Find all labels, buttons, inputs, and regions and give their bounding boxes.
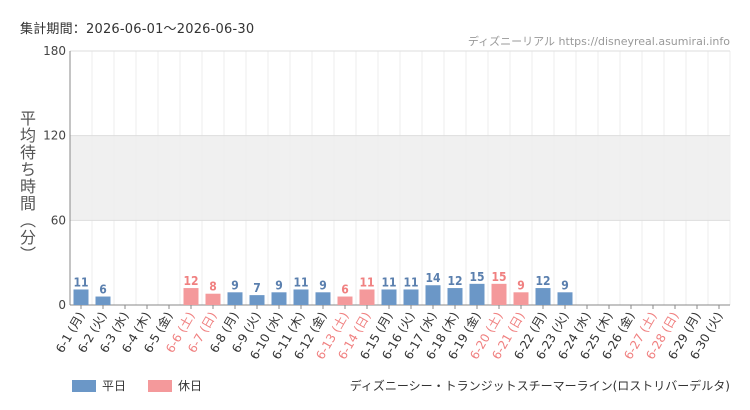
legend-swatch-weekday xyxy=(72,379,96,392)
bar-weekday xyxy=(271,292,287,305)
y-tick-label: 0 xyxy=(58,298,66,312)
bar-weekday xyxy=(315,292,331,305)
bar-weekday xyxy=(535,288,551,305)
legend-label-weekday: 平日 xyxy=(102,379,127,393)
bar-value-label: 7 xyxy=(253,281,261,295)
bar-weekday xyxy=(469,283,485,305)
bar-weekday xyxy=(249,295,265,305)
bar-weekday xyxy=(557,292,573,305)
source-credit[interactable]: ディズニーリアル https://disneyreal.asumirai.inf… xyxy=(468,33,730,49)
bar-value-label: 11 xyxy=(381,275,396,289)
y-tick-label: 60 xyxy=(51,213,66,227)
legend-label-holiday: 休日 xyxy=(178,379,203,393)
bar-holiday xyxy=(491,283,507,305)
bar-value-label: 11 xyxy=(359,275,374,289)
bar-value-label: 12 xyxy=(447,274,462,288)
bar-value-label: 12 xyxy=(183,274,198,288)
legend-swatch-holiday xyxy=(148,379,173,392)
period-label: 集計期間：2026-06-01〜2026-06-30 xyxy=(20,22,255,37)
legend: 平日 休日 xyxy=(72,377,224,394)
bar-value-label: 9 xyxy=(561,278,569,292)
bar-value-label: 9 xyxy=(319,278,327,292)
bar-weekday xyxy=(381,289,397,305)
attraction-title: ディズニーシー・トランジットスチーマーライン(ロストリバーデルタ) xyxy=(349,379,730,393)
bar-value-label: 9 xyxy=(231,278,239,292)
bar-holiday xyxy=(513,292,529,305)
bar-value-label: 9 xyxy=(517,278,525,292)
bar-holiday xyxy=(359,289,375,305)
source-url[interactable]: https://disneyreal.asumirai.info xyxy=(558,35,730,48)
bar-weekday xyxy=(293,289,309,305)
y-tick-label: 120 xyxy=(43,129,66,143)
bar-weekday xyxy=(425,285,441,305)
bar-value-label: 6 xyxy=(99,283,107,297)
bar-weekday xyxy=(403,289,419,305)
bar-weekday xyxy=(73,289,89,305)
y-axis-label: 平均待ち時間（分） xyxy=(17,110,36,263)
legend-item-weekday[interactable]: 平日 xyxy=(72,377,126,394)
bar-weekday xyxy=(447,288,463,305)
bar-value-label: 8 xyxy=(209,280,217,294)
bar-holiday xyxy=(183,288,199,305)
bar-value-label: 12 xyxy=(535,274,550,288)
bar-value-label: 6 xyxy=(341,283,349,297)
bar-holiday xyxy=(205,293,221,305)
bar-value-label: 9 xyxy=(275,278,283,292)
bar-value-label: 14 xyxy=(425,271,441,285)
bar-value-label: 11 xyxy=(403,275,418,289)
legend-item-holiday[interactable]: 休日 xyxy=(148,377,202,394)
bar-weekday xyxy=(227,292,243,305)
source-name: ディズニーリアル xyxy=(467,35,556,48)
bar-weekday xyxy=(95,296,111,305)
y-tick-label: 180 xyxy=(43,44,66,58)
bar-value-label: 15 xyxy=(491,270,506,284)
bar-value-label: 11 xyxy=(73,275,88,289)
bar-value-label: 11 xyxy=(293,275,308,289)
bar-value-label: 15 xyxy=(469,270,484,284)
bar-holiday xyxy=(337,296,353,305)
